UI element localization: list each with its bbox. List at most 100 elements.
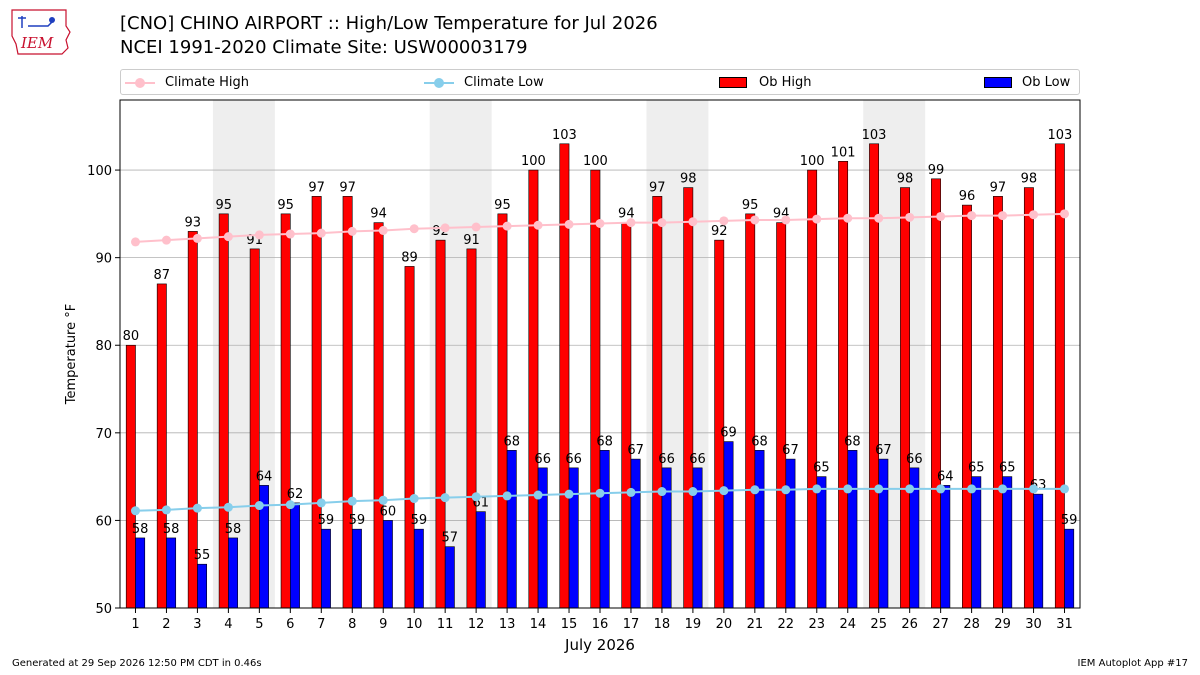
ob-high-label: 100 xyxy=(583,154,608,169)
iem-logo-text: IEM xyxy=(20,34,54,52)
ob-high-label: 101 xyxy=(831,145,856,160)
ob-high-label: 97 xyxy=(308,180,325,195)
climate-low-point xyxy=(1060,484,1070,494)
climate-high-point xyxy=(378,226,388,236)
climate-high-point xyxy=(440,223,450,233)
ob-high-label: 95 xyxy=(277,198,294,213)
climate-low-point xyxy=(781,485,791,495)
ob-low-bar xyxy=(754,450,765,609)
ob-low-label: 66 xyxy=(689,452,706,467)
ob-high-bar xyxy=(249,248,260,609)
ob-high-bar xyxy=(125,344,136,609)
climate-high-point xyxy=(471,222,481,232)
generated-timestamp: Generated at 29 Sep 2026 12:50 PM CDT in… xyxy=(12,658,262,669)
x-tick-label: 25 xyxy=(870,617,887,632)
climate-low-point xyxy=(998,484,1008,494)
ob-low-bar xyxy=(228,537,238,609)
app-credit: IEM Autoplot App #17 xyxy=(1077,658,1188,669)
ob-high-bar xyxy=(311,196,322,609)
ob-low-label: 65 xyxy=(999,461,1016,476)
x-tick-label: 19 xyxy=(685,617,702,632)
climate-low-point xyxy=(1029,484,1039,494)
ob-high-bar xyxy=(590,169,601,609)
x-tick-label: 30 xyxy=(1025,617,1042,632)
ob-low-label: 65 xyxy=(968,461,985,476)
x-tick-label: 15 xyxy=(561,617,578,632)
ob-high-label: 97 xyxy=(649,180,666,195)
climate-high-point xyxy=(254,230,264,240)
legend-label-ob-high: Ob High xyxy=(759,75,812,90)
climate-high-point xyxy=(1060,209,1070,219)
climate-high-point xyxy=(688,217,698,227)
legend-label-ob-low: Ob Low xyxy=(1022,75,1071,90)
climate-high-point xyxy=(781,215,791,225)
climate-high-point xyxy=(812,214,822,224)
ob-high-label: 93 xyxy=(185,215,202,230)
ob-high-label: 95 xyxy=(494,198,511,213)
ob-low-bar xyxy=(599,450,610,609)
ob-high-bar xyxy=(962,204,972,609)
ob-high-label: 103 xyxy=(862,128,887,143)
ob-low-label: 66 xyxy=(565,452,582,467)
ob-high-label: 96 xyxy=(959,189,976,204)
climate-high-point xyxy=(905,212,915,222)
y-tick-label: 80 xyxy=(95,339,112,354)
x-tick-label: 8 xyxy=(348,617,356,632)
ob-low-bar xyxy=(413,528,424,609)
x-axis-title: July 2026 xyxy=(564,636,635,654)
climate-high-point xyxy=(223,232,233,242)
ob-low-bar xyxy=(816,476,827,609)
ob-high-label: 91 xyxy=(463,233,480,248)
ob-high-bar xyxy=(838,161,849,609)
climate-low-marker-swatch xyxy=(434,78,444,88)
ob-high-label: 103 xyxy=(1047,128,1072,143)
ob-low-bar xyxy=(475,511,486,609)
ob-high-bar xyxy=(280,213,291,609)
climate-low-point xyxy=(254,501,264,511)
ob-high-bar xyxy=(1023,187,1034,609)
y-tick-label: 70 xyxy=(95,427,112,442)
ob-high-bar xyxy=(869,143,880,609)
climate-low-point xyxy=(688,487,698,497)
y-axis-title: Temperature °F xyxy=(64,304,79,405)
x-tick-label: 2 xyxy=(162,617,170,632)
x-tick-label: 7 xyxy=(317,617,325,632)
ob-low-bar xyxy=(351,528,362,609)
ob-high-bar xyxy=(435,239,446,609)
climate-high-point xyxy=(564,219,574,229)
ob-high-bar xyxy=(466,248,477,609)
ob-high-bar xyxy=(745,213,756,609)
x-tick-label: 1 xyxy=(131,617,139,632)
ob-high-bar xyxy=(559,143,570,609)
ob-high-label: 87 xyxy=(154,268,171,283)
ob-high-label: 98 xyxy=(897,172,914,187)
ob-low-label: 58 xyxy=(132,522,149,537)
ob-low-label: 66 xyxy=(658,452,675,467)
climate-high-point xyxy=(998,211,1008,221)
x-tick-label: 29 xyxy=(994,617,1011,632)
ob-low-label: 58 xyxy=(163,522,180,537)
climate-high-point xyxy=(967,211,977,221)
x-tick-label: 13 xyxy=(499,617,516,632)
ob-low-label: 59 xyxy=(1061,513,1078,528)
ob-low-swatch xyxy=(984,77,1012,88)
ob-high-bar xyxy=(218,213,229,609)
ob-low-bar xyxy=(382,520,393,609)
x-tick-label: 17 xyxy=(623,617,640,632)
ob-low-label: 65 xyxy=(813,461,830,476)
climate-high-point xyxy=(626,218,636,228)
ob-high-label: 97 xyxy=(990,180,1007,195)
climate-high-point xyxy=(595,218,605,228)
ob-low-bar xyxy=(971,476,982,609)
ob-low-label: 68 xyxy=(503,434,520,449)
ob-low-label: 59 xyxy=(411,513,428,528)
climate-low-point xyxy=(936,484,946,494)
climate-high-point xyxy=(130,237,140,247)
climate-high-point xyxy=(409,224,419,234)
y-tick-label: 100 xyxy=(87,164,112,179)
ob-high-label: 89 xyxy=(401,250,418,265)
ob-high-swatch xyxy=(719,77,747,88)
climate-low-point xyxy=(471,492,481,502)
climate-low-point xyxy=(843,484,853,494)
ob-high-bar xyxy=(652,196,663,609)
